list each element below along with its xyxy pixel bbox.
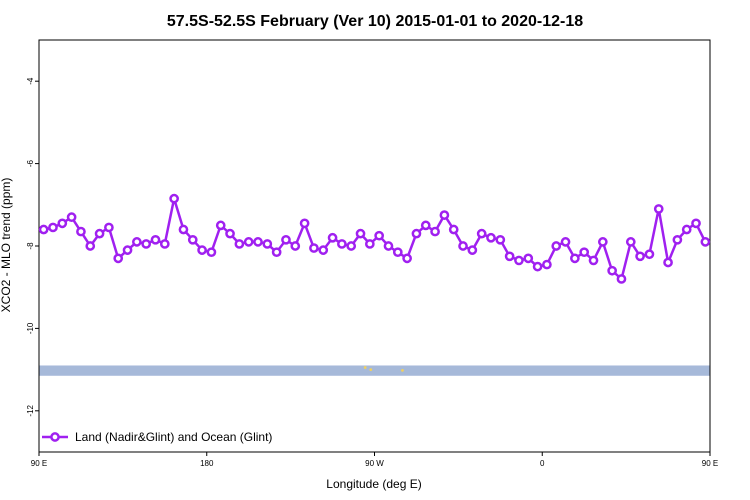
data-point [691, 218, 701, 229]
data-point [383, 241, 394, 251]
data-point [588, 255, 599, 266]
data-point [448, 224, 459, 235]
data-point [532, 261, 543, 272]
data-point [327, 232, 338, 243]
data-point [197, 245, 207, 255]
data-point [402, 253, 412, 264]
data-point [579, 247, 590, 258]
map-strip-mark [401, 369, 404, 372]
data-point [76, 226, 86, 237]
y-tick-label: -8 [26, 242, 35, 250]
data-point [150, 234, 161, 245]
data-point [411, 228, 422, 239]
data-point [570, 253, 580, 264]
data-point [560, 237, 571, 247]
data-point [132, 237, 142, 247]
data-point [364, 239, 375, 249]
data-point [94, 228, 105, 239]
data-point [104, 222, 114, 233]
y-tick-label: -12 [26, 404, 35, 416]
data-point [253, 237, 263, 247]
data-point [392, 247, 403, 258]
data-point [225, 228, 235, 239]
y-axis-label: XCO2 - MLO trend (ppm) [0, 178, 13, 313]
data-point [635, 251, 645, 262]
data-point [234, 239, 245, 249]
x-tick-label: 90 E [702, 459, 718, 468]
data-point [542, 259, 552, 270]
plot-frame [38, 39, 711, 453]
data-point [281, 234, 291, 245]
data-point [476, 228, 487, 239]
x-tick-label: 90 E [31, 459, 47, 468]
data-point [514, 255, 524, 266]
chart-title: 57.5S-52.5S February (Ver 10) 2015-01-01… [167, 13, 583, 30]
data-point [85, 241, 96, 251]
data-point [504, 251, 515, 262]
data-point [597, 237, 608, 247]
data-point [458, 241, 468, 251]
data-point [523, 253, 534, 264]
data-point [215, 220, 226, 231]
data-point [486, 232, 496, 243]
y-tick-label: -6 [26, 159, 35, 167]
y-tick-label: -10 [26, 322, 35, 334]
data-point [299, 218, 310, 229]
data-point [122, 245, 133, 255]
data-point [187, 234, 198, 245]
data-point [420, 220, 431, 231]
plot-area: -4 -6 -8 -10 -12 90 E 180 90 W 0 90 E Land (Nadir&… [26, 39, 718, 468]
y-tick-label: -4 [26, 77, 35, 85]
x-tick-label: 180 [200, 459, 214, 468]
data-point [318, 245, 329, 255]
data-point [672, 234, 683, 245]
data-point [262, 239, 273, 249]
data-point [439, 210, 450, 220]
x-tick-label: 0 [540, 459, 545, 468]
data-point [346, 241, 357, 251]
data-point [271, 247, 282, 258]
data-point [467, 245, 478, 255]
data-point [374, 230, 385, 241]
map-strip-mark [369, 368, 373, 371]
data-point [206, 247, 217, 258]
data-point [644, 249, 655, 260]
data-point [607, 265, 617, 276]
data-point [551, 241, 562, 251]
x-axis-label: Longitude (deg E) [326, 477, 421, 491]
data-point [653, 204, 664, 214]
data-point [48, 222, 58, 233]
data-point [625, 237, 636, 247]
data-point [38, 224, 49, 235]
data-point [178, 224, 189, 235]
data-point [616, 274, 627, 284]
x-tick-label: 90 W [365, 459, 384, 468]
legend-label: Land (Nadir&Glint) and Ocean (Glint) [75, 430, 272, 444]
map-strip-mark [363, 366, 367, 369]
data-point [430, 226, 440, 237]
data-point [309, 243, 319, 253]
data-point [495, 234, 506, 245]
data-point [681, 224, 692, 235]
data-point [169, 193, 179, 204]
legend-marker [50, 432, 60, 442]
data-point [57, 218, 68, 229]
data-point [355, 228, 366, 239]
data-point [113, 253, 124, 264]
data-point [663, 257, 673, 268]
data-point [66, 212, 77, 223]
data-point [700, 237, 711, 247]
data-point [290, 241, 301, 251]
data-point [159, 239, 170, 249]
data-point [141, 239, 152, 249]
map-strip-band [39, 365, 710, 376]
data-point [243, 237, 254, 247]
data-point [337, 239, 347, 249]
